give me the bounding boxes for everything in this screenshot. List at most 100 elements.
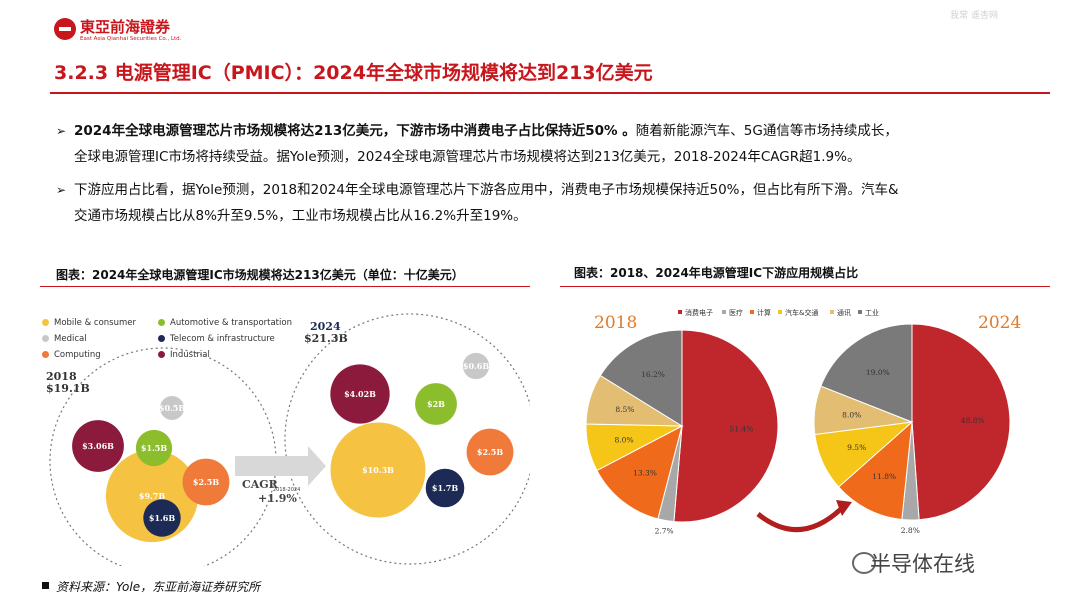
bullet-2: ➢ 下游应用占比看，据Yole预测，2018和2024年全球电源管理芯片下游各应… [56,177,1046,229]
year-label-2018: 2018 [46,370,77,383]
pie-year-2018: 2018 [594,313,637,333]
bullet-arrow-icon: ➢ [56,183,67,197]
pie-slice-label: 48.8% [961,416,985,425]
bubble-2024-computing [466,428,514,476]
bubble-label: $3.06B [82,441,114,451]
pie-legend-label: 工业 [865,308,879,317]
legend-item: Automotive & transportation [158,318,292,328]
bubble-label: $2.5B [477,447,503,457]
bubble-label: $0.6B [463,361,489,371]
bullet-arrow-icon: ➢ [56,124,67,138]
logo-mark-icon [54,18,76,40]
source-note: 资料来源：Yole，东亚前海证券研究所 [56,580,261,594]
right-figure-title: 图表：2018、2024年电源管理IC下游应用规模占比 [574,266,859,280]
bubble-label: $1.5B [141,443,167,453]
pie-slice-label: 8.5% [615,405,634,414]
pie-legend: 消费电子 医疗 计算 汽车&交通 通讯 工业 [678,308,879,317]
pie-legend-label: 汽车&交通 [785,308,818,317]
bubble-label: $1.6B [149,513,175,523]
bubble-2024-medical [462,352,490,380]
bubble-label: $10.3B [362,465,394,475]
legend-item: Telecom & infrastructure [158,334,275,344]
pies: 51.4% 2.7% 13.3% 8.0% 8.5% 16.2% 48.8% 2.8% 11.8… [585,323,1011,535]
bubble-legend: Mobile & consumer Automotive & transport… [42,318,302,378]
pie-slice-label: 2.7% [655,526,674,535]
pie-slice-2018-5 [599,329,683,427]
top-right-note: 我常 遥杏网 [950,11,998,21]
pie-slice-label: 13.3% [633,469,657,478]
pie-legend-label: 消费电子 [685,308,713,317]
legend-swatch [158,319,165,326]
left-figure-title: 图表：2024年全球电源管理IC市场规模将达213亿美元（单位：十亿美元） [56,268,464,282]
legend-item: Industrial [158,350,210,360]
pie-legend-swatch [722,310,726,314]
transition-arrow-icon [756,506,844,533]
bubbles: $9.7B $3.06B $2.5B $1.6B $1.5B $0.5B $10.3B $4.… [72,352,514,543]
pie-legend-swatch [830,310,834,314]
watermark-text: 半导体在线 [870,552,975,576]
legend-swatch [42,319,49,326]
bubble-chart: 2018 $19.1B 2024 $21.3B CAGR 2018-2024 +… [46,313,530,566]
bubble-2024-industrial [330,364,390,424]
pie-legend-swatch [778,310,782,314]
legend-item: Computing [42,350,101,360]
legend-item: Mobile & consumer [42,318,136,328]
pie-legend-swatch [858,310,862,314]
pie-legend-label: 医疗 [729,308,743,317]
bullet-2-line1: 下游应用占比看，据Yole预测，2018和2024年全球电源管理芯片下游各应用中… [74,182,899,198]
bubble-label: $9.7B [139,491,165,501]
pie-slice-2024-2 [837,420,913,521]
cagr-value: +1.9% [258,492,297,505]
left-figure-rule [40,286,530,287]
pie-slice-2018-0 [673,329,779,523]
bubble-label: $4.02B [344,389,376,399]
pie-slice-2024-5 [820,323,913,423]
bubble-2018-industrial [72,420,124,472]
logo-english-text: East Asia Qianhai Securities Co., Ltd. [80,36,182,42]
company-logo: 東亞前海證券 East Asia Qianhai Securities Co.,… [54,16,194,50]
pie-slice-label: 11.8% [872,472,896,481]
bullet-1-line2: 全球电源管理IC市场将持续受益。据Yole预测，2024全球电源管理芯片市场规模… [74,149,861,165]
total-label-2024: $21.3B [304,332,348,345]
cagr-label: CAGR [242,478,279,491]
transition-arrowhead-icon [836,500,852,516]
logo-text: 東亞前海證券 [80,18,171,36]
pie-legend-swatch [678,310,682,314]
pie-slice-label: 51.4% [730,425,754,434]
cagr-period: 2018-2024 [273,487,300,493]
bubble-label: $0.5B [159,403,185,413]
pie-slice-label: 8.0% [615,436,634,445]
pie-charts: 2018 2024 消费电子 医疗 计算 汽车&交通 通讯 工业 51.4% 2.7% 13.… [585,308,1021,535]
legend-swatch [158,351,165,358]
bubble-2024-mobile-consumer [330,422,426,518]
bubble-2024-automotive-transportation [415,383,457,425]
bubble-2018-medical [159,395,185,421]
bullet-1-bold: 2024年全球电源管理芯片市场规模将达213亿美元，下游市场中消费电子占比保持近… [74,123,636,139]
pie-year-2024: 2024 [978,313,1021,333]
pie-slice-2024-0 [911,323,1011,521]
pie-legend-label: 通讯 [837,308,851,317]
total-label-2018: $19.1B [46,382,90,395]
bubble-2018-computing [182,458,230,506]
legend-swatch [158,335,165,342]
pie-slice-label: 8.0% [842,410,861,419]
bubble-label: $2B [427,399,445,409]
page-title: 3.2.3 电源管理IC（PMIC）：2024年全球市场规模将达到213亿美元 [54,62,653,84]
right-figure-rule [560,286,1050,287]
bubble-label: $2.5B [193,477,219,487]
wechat-icon [852,552,876,574]
pie-slice-label: 16.2% [641,370,665,379]
legend-item: Medical [42,334,87,344]
cagr-arrow-icon [235,446,326,486]
pie-legend-swatch [750,310,754,314]
pie-legend-label: 计算 [757,308,771,317]
legend-swatch [42,335,49,342]
bubble-2018-telecom-infrastructure [143,499,181,537]
bullet-1-text: 随着新能源汽车、5G通信等市场持续成长， [635,123,898,139]
year-label-2024: 2024 [310,320,341,333]
boundary-circle-2024 [284,313,530,565]
pie-slice-label: 19.0% [866,368,890,377]
bubble-label: $1.7B [432,483,458,493]
pie-slice-label: 9.5% [847,443,866,452]
bullet-2-line2: 交通市场规模占比从8%升至9.5%，工业市场规模占比从16.2%升至19%。 [74,208,527,224]
